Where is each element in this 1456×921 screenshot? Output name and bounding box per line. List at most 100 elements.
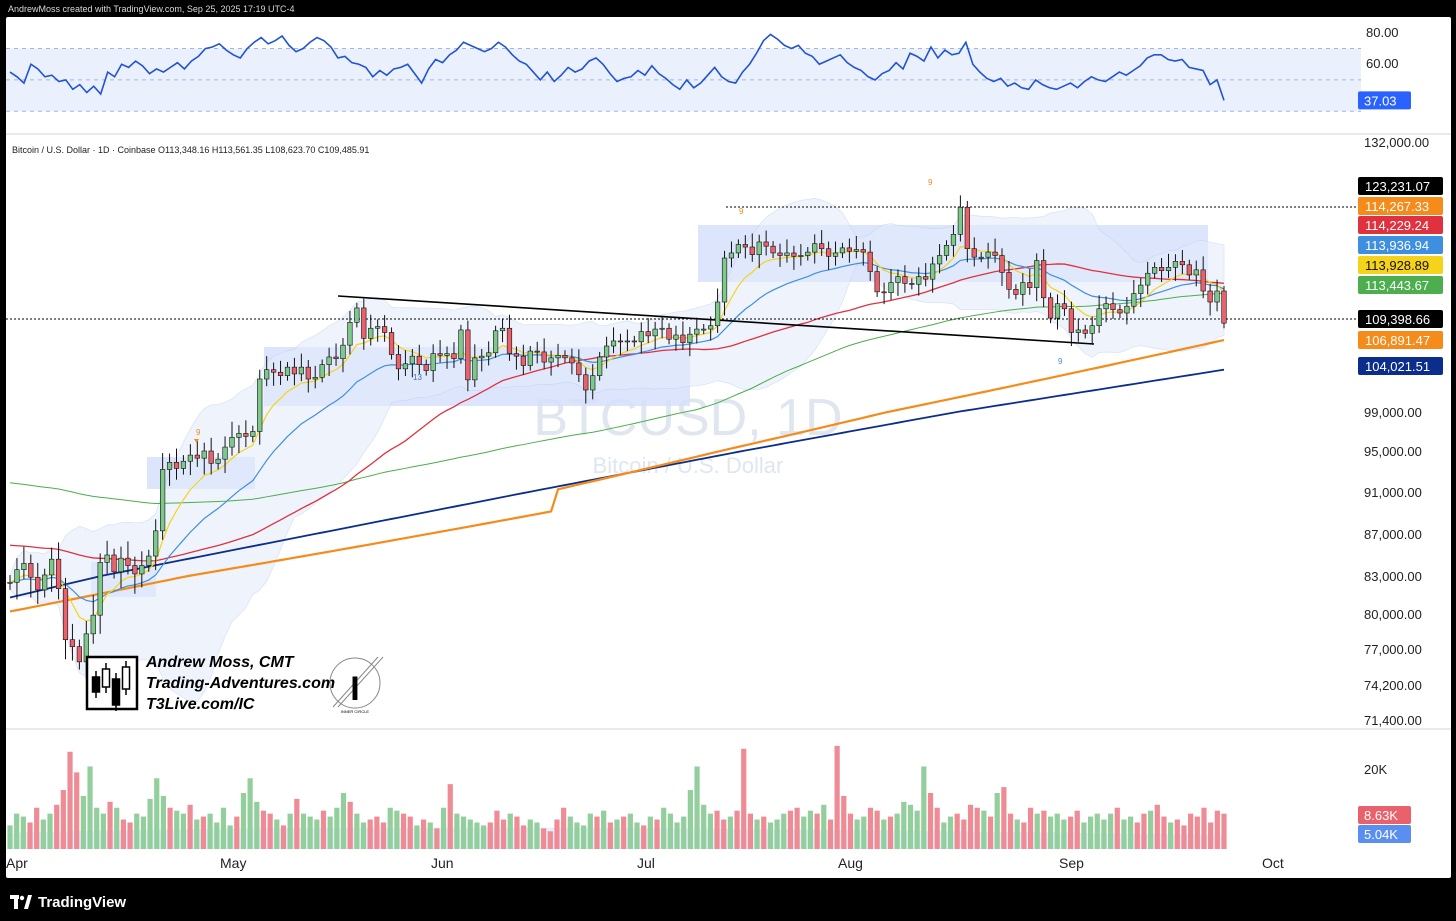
candle-body xyxy=(1172,261,1179,268)
candle-body xyxy=(638,331,644,343)
candle-body xyxy=(194,454,200,459)
candle-body xyxy=(714,301,721,327)
volume-bar xyxy=(894,813,900,849)
candle-body xyxy=(805,251,811,256)
price-badge-bg xyxy=(1358,216,1443,234)
candle-body xyxy=(305,366,311,380)
volume-bar xyxy=(420,819,427,849)
volume-bar xyxy=(260,810,267,849)
candle-body xyxy=(541,351,547,363)
volume-bar xyxy=(214,822,220,849)
candle-body xyxy=(569,357,575,364)
volume-bar xyxy=(921,766,927,849)
volume-bar xyxy=(661,807,667,849)
candle-body xyxy=(909,283,915,285)
candle-body xyxy=(832,252,839,257)
volume-bar xyxy=(254,801,260,849)
x-tick-sep: Sep xyxy=(1059,855,1084,871)
volume-bar xyxy=(1061,819,1067,849)
volume-bar xyxy=(647,816,653,849)
td-marker-9d: 9 xyxy=(1058,357,1063,366)
candle-body xyxy=(860,249,866,253)
candle-body xyxy=(395,354,402,370)
volume-bar xyxy=(300,813,307,849)
candle-body xyxy=(49,558,55,576)
price-badge-label: 106,891.47 xyxy=(1365,333,1430,348)
candle-body xyxy=(957,206,963,235)
volume-bar xyxy=(194,819,200,849)
candle-body xyxy=(7,582,13,584)
candle-body xyxy=(617,340,624,343)
volume-bar xyxy=(967,804,974,849)
volume-bar xyxy=(781,813,787,849)
candle-body xyxy=(201,450,207,459)
price-badge-label: 104,021.51 xyxy=(1365,359,1430,374)
candle-body xyxy=(375,326,381,329)
candle-body xyxy=(666,327,672,340)
volume-bar xyxy=(1168,822,1174,849)
candle-body xyxy=(708,325,714,330)
chart-svg[interactable]: 80.00 60.00 37.03 Bitcoin / U.S. Dollar · 1… xyxy=(6,17,1451,878)
candle-body xyxy=(590,375,596,391)
candle-body xyxy=(631,340,637,343)
candle-body xyxy=(610,340,617,347)
volume-bar xyxy=(534,822,540,849)
chart-panel[interactable]: 80.00 60.00 37.03 Bitcoin / U.S. Dollar · 1… xyxy=(6,17,1451,878)
rsi-tick-60: 60.00 xyxy=(1366,56,1399,71)
price-tick: 99,000.00 xyxy=(1364,405,1422,420)
volume-bar xyxy=(334,807,340,849)
candle-body xyxy=(763,241,769,247)
candle-body xyxy=(562,355,568,359)
candle-body xyxy=(451,353,457,360)
volume-bar xyxy=(380,822,387,849)
volume-bar xyxy=(874,810,880,849)
candle-body xyxy=(1165,267,1172,272)
candle-body xyxy=(132,565,138,575)
x-tick-jun: Jun xyxy=(431,855,454,871)
candle-body xyxy=(465,329,471,381)
candle-body xyxy=(513,353,520,357)
volume-bar xyxy=(247,778,253,849)
volume-bar xyxy=(87,766,93,849)
price-badge: 113,936.94 xyxy=(1358,236,1443,254)
volume-bar xyxy=(187,804,193,849)
candle-body xyxy=(756,241,762,255)
price-tick: 83,000.00 xyxy=(1364,569,1422,584)
candle-body xyxy=(430,353,436,371)
volume-bar xyxy=(761,816,767,849)
candle-body xyxy=(749,246,755,255)
candle-body xyxy=(992,251,998,256)
price-tick: 74,200.00 xyxy=(1364,678,1422,693)
candle-body xyxy=(326,356,332,365)
price-badge: 114,267.33 xyxy=(1358,197,1443,215)
volume-bar xyxy=(687,790,693,849)
candle-body xyxy=(603,345,610,358)
volume-bar xyxy=(34,807,40,849)
candle-body xyxy=(14,569,20,583)
volume-bar xyxy=(180,813,187,849)
candle-body xyxy=(1006,272,1012,290)
volume-bar xyxy=(1101,819,1107,849)
candle-body xyxy=(721,257,728,303)
volume-bar xyxy=(494,810,500,849)
volume-bar xyxy=(460,816,467,849)
volume-bar xyxy=(1007,813,1014,849)
volume-bar xyxy=(1021,822,1027,849)
price-badge: 114,229.24 xyxy=(1358,216,1443,234)
candle-body xyxy=(819,243,825,250)
volume-bar xyxy=(447,784,453,849)
candle-body xyxy=(208,450,214,464)
volume-bar xyxy=(14,813,20,849)
candle-body xyxy=(62,588,69,640)
candle-body xyxy=(548,357,554,363)
candle-body xyxy=(825,248,832,257)
volume-bar xyxy=(240,793,247,849)
volume-bar xyxy=(1194,816,1200,849)
candle-body xyxy=(624,340,631,343)
volume-bar xyxy=(454,813,460,849)
td-marker-13: 13 xyxy=(413,373,422,382)
price-badge-label: 113,928.89 xyxy=(1365,258,1429,273)
candle-body xyxy=(312,377,318,380)
candle-body xyxy=(271,369,277,373)
price-badge-label: 113,936.94 xyxy=(1365,238,1429,253)
